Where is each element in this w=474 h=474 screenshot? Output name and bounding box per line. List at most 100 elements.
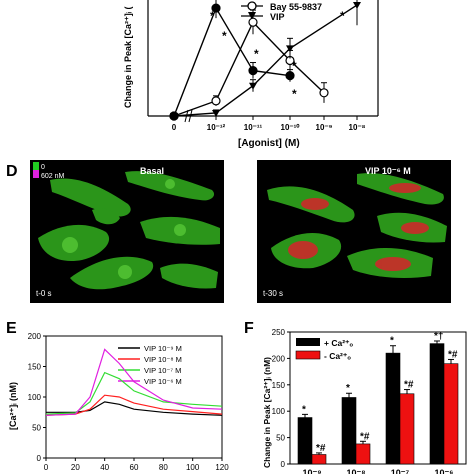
x-tick-label: 20 [71,463,80,472]
timestamp-basal: t-0 s [36,289,52,298]
legend-label-vip: VIP [270,12,285,22]
panel-d: D 0 602 nM Bas [0,160,474,310]
color-scale-bar [33,162,39,178]
x-tick-label: 10⁻⁶ [435,468,454,474]
plot-frame [45,335,223,459]
x-tick-label: 10⁻⁷ [391,468,410,474]
bar-plus [429,343,445,465]
significance-mark: * [292,87,297,101]
legend: Bay 55-9837 VIP [241,1,322,22]
significance-mark: *# [316,443,326,454]
bar-minus [399,393,415,465]
significance-mark: * [254,47,259,61]
micrograph-basal: 0 602 nM Basal t-0 s [30,160,224,303]
significance-mark: *# [448,349,458,360]
x-tick-label: 60 [130,463,139,472]
legend-label-bay: Bay 55-9837 [270,2,322,12]
x-tick-label: 80 [159,463,168,472]
bar-minus [355,443,371,465]
x-tick-label: 0 [44,463,49,472]
significance-mark: * [390,336,394,347]
x-tick-label: 40 [100,463,109,472]
y-tick-label: 0 [37,454,42,463]
significance-mark: *# [404,380,414,391]
panel-e: E [Ca²⁺]ᵢ (nM) VIP 10⁻⁹ M VIP 10⁻⁸ M VIP 1… [0,318,240,474]
open-circle-icon [247,1,257,11]
data-point-circle [211,96,221,106]
legend-label-plus-ca: + Ca²⁺ₒ [324,338,354,348]
panel-dose-response: Change in Peak [Ca²⁺]ᵢ ( [Agonist] (M) B… [0,0,474,150]
significance-mark: * [340,9,345,23]
significance-mark: * [302,404,306,415]
image-title-vip: VIP 10⁻⁶ M [365,166,411,176]
data-point-triangle [249,82,257,90]
y-axis-label: Change in Peak [Ca²⁺]ᵢ (nM) [262,357,272,468]
x-tick-label: 100 [186,463,200,472]
significance-mark: * [346,383,350,394]
panel-letter-e: E [6,320,17,337]
filled-triangle-icon [248,12,256,20]
legend-swatch-plus-ca [296,338,320,346]
bar-plus [341,397,357,465]
x-tick-label: 10⁻⁹ [302,468,321,474]
timestamp-vip: t-30 s [263,289,283,298]
y-tick-label: 150 [272,381,286,390]
y-tick-label: 200 [272,354,286,363]
dose-response-chart: Change in Peak [Ca²⁺]ᵢ ( [Agonist] (M) B… [123,0,379,149]
x-tick-label: 10⁻¹⁰ [281,123,301,132]
significance-mark: * [292,59,297,73]
panel-letter-f: F [244,320,254,337]
legend-label-2: VIP 10⁻⁷ M [144,366,181,375]
legend: VIP 10⁻⁹ M VIP 10⁻⁸ M VIP 10⁻⁷ M VIP 10⁻⁶ M [118,344,182,386]
trace-line-3 [45,348,223,416]
series-line-2 [173,6,291,117]
data-point-triangle [353,2,361,10]
y-tick-label: 50 [32,424,41,433]
data-point-triangle [286,45,294,53]
scale-label-top: 0 [41,164,45,171]
axis-break-icon [184,109,193,123]
image-title-basal: Basal [140,166,164,176]
bar-minus [311,454,327,465]
bar-plus [385,352,401,465]
panel-f: F Change in Peak [Ca²⁺]ᵢ (nM) + Ca²⁺ₒ - … [238,318,474,474]
y-axis-label: [Ca²⁺]ᵢ (nM) [8,382,18,430]
micrograph-vip: VIP 10⁻⁶ M t-30 s [257,160,451,303]
legend-label-0: VIP 10⁻⁹ M [144,344,182,353]
x-axis-label: [Agonist] (M) [238,138,300,149]
legend-label-minus-ca: - Ca²⁺ₒ [324,351,351,361]
y-axis-label: Change in Peak [Ca²⁺]ᵢ ( [123,6,133,108]
y-tick-label: 100 [272,407,286,416]
data-point-circle [169,111,179,121]
series-line-1 [173,4,358,117]
trace-line-1 [45,394,223,416]
legend: + Ca²⁺ₒ - Ca²⁺ₒ [295,338,354,361]
significance-mark: * [210,9,215,23]
x-tick-label: 10⁻⁸ [346,468,365,474]
y-tick-label: 50 [276,434,285,443]
data-point-circle [248,66,258,76]
data-point-circle [211,3,221,13]
significance-mark: *# [360,431,370,442]
data-point-circle [285,71,295,81]
x-tick-label: 0 [172,123,177,132]
y-tick-label: 100 [28,393,42,402]
trace-line-0 [46,401,223,416]
data-point-triangle [212,109,220,117]
x-tick-label: 10⁻⁹ [316,123,333,132]
x-tick-label: 10⁻⁸ [349,123,366,132]
bar-chart: Change in Peak [Ca²⁺]ᵢ (nM) + Ca²⁺ₒ - Ca… [262,328,467,474]
significance-mark: *† [434,331,443,342]
plot-frame [289,331,467,465]
basal-cells-image: 0 602 nM Basal t-0 s [33,162,220,298]
y-tick-label: 200 [28,332,42,341]
x-tick-label: 120 [215,463,229,472]
y-tick-label: 250 [272,328,286,337]
legend-swatch-minus-ca [295,350,321,360]
legend-item-vip: VIP [241,12,285,22]
legend-label-3: VIP 10⁻⁶ M [144,377,182,386]
y-tick-label: 150 [28,363,42,372]
panel-letter-d: D [6,163,18,180]
scale-label-bottom: 602 nM [41,173,65,180]
